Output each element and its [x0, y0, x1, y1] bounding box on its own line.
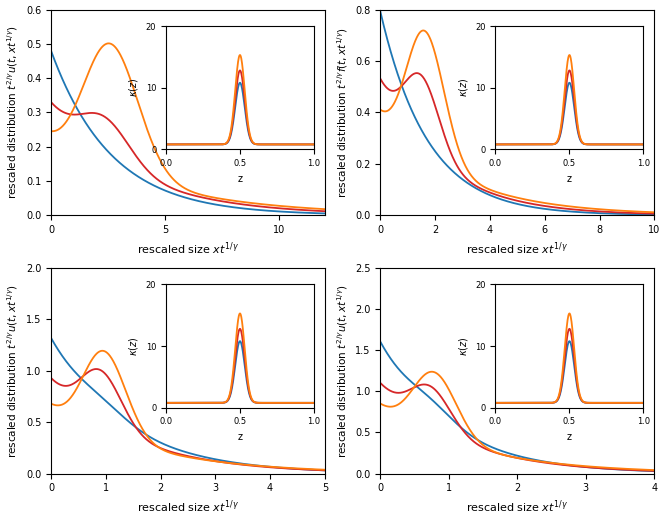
X-axis label: rescaled size $xt^{1/\gamma}$: rescaled size $xt^{1/\gamma}$: [466, 240, 568, 257]
X-axis label: rescaled size $xt^{1/\gamma}$: rescaled size $xt^{1/\gamma}$: [137, 240, 239, 257]
X-axis label: rescaled size $xt^{1/\gamma}$: rescaled size $xt^{1/\gamma}$: [137, 499, 239, 515]
Y-axis label: rescaled distribution $t^{2/\gamma}u(t,xt^{1/\gamma})$: rescaled distribution $t^{2/\gamma}u(t,x…: [5, 26, 21, 200]
Y-axis label: rescaled distribution $t^{2/\gamma}f(t,xt^{1/\gamma})$: rescaled distribution $t^{2/\gamma}f(t,x…: [335, 27, 350, 198]
X-axis label: rescaled size $xt^{1/\gamma}$: rescaled size $xt^{1/\gamma}$: [466, 499, 568, 515]
Y-axis label: rescaled distribution $t^{2/\gamma}u(t,xt^{1/\gamma})$: rescaled distribution $t^{2/\gamma}u(t,x…: [5, 284, 21, 458]
Y-axis label: rescaled distribution $t^{2/\gamma}u(t,xt^{1/\gamma})$: rescaled distribution $t^{2/\gamma}u(t,x…: [335, 284, 350, 458]
